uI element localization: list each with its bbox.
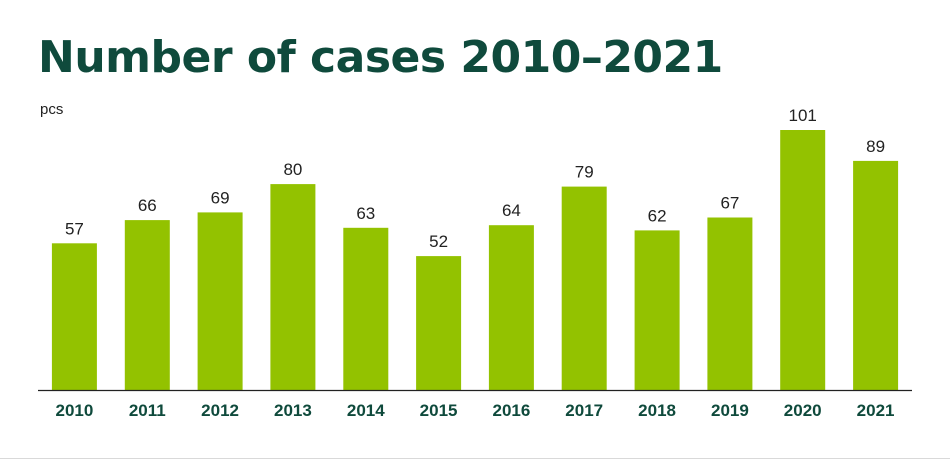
x-tick-label-2014: 2014 [347, 401, 385, 420]
value-label-2015: 52 [429, 232, 448, 251]
bar-2011 [124, 220, 170, 390]
value-label-2020: 101 [789, 106, 817, 125]
bar-2021 [853, 160, 899, 390]
x-tick-label-2010: 2010 [55, 401, 93, 420]
value-label-2021: 89 [866, 137, 885, 156]
chart-title: Number of cases 2010–2021 [38, 32, 723, 83]
value-label-2017: 79 [575, 163, 594, 182]
value-label-2012: 69 [211, 188, 230, 207]
x-tick-label-2018: 2018 [638, 401, 676, 420]
x-tick-label-2017: 2017 [565, 401, 603, 420]
value-label-2013: 80 [283, 160, 302, 179]
bar-2012 [197, 212, 243, 390]
bar-2010 [51, 243, 97, 390]
x-tick-label-2019: 2019 [711, 401, 749, 420]
bars-group [51, 130, 899, 390]
value-label-2018: 62 [648, 206, 667, 225]
bar-2020 [780, 130, 826, 390]
value-label-2011: 66 [138, 196, 157, 215]
x-tick-label-2016: 2016 [492, 401, 530, 420]
bar-2015 [416, 256, 462, 390]
x-tick-label-2020: 2020 [784, 401, 822, 420]
bar-2017 [561, 186, 607, 390]
y-unit-label: pcs [40, 101, 64, 118]
bar-2016 [488, 225, 534, 390]
x-tick-label-2013: 2013 [274, 401, 312, 420]
x-tick-label-2011: 2011 [129, 401, 166, 420]
bottom-divider [0, 458, 950, 459]
value-labels-group: 57 66 69 80 63 52 64 79 62 67 101 89 [65, 106, 885, 251]
x-tick-label-2012: 2012 [201, 401, 239, 420]
x-tick-labels-group: 2010 2011 2012 2013 2014 2015 2016 2017 2018 2019… [55, 401, 894, 420]
bar-2018 [634, 230, 680, 390]
x-tick-label-2015: 2015 [420, 401, 458, 420]
value-label-2019: 67 [720, 194, 739, 213]
value-label-2016: 64 [502, 201, 521, 220]
x-tick-label-2021: 2021 [857, 401, 895, 420]
bar-2014 [343, 227, 389, 390]
value-label-2014: 63 [356, 204, 375, 223]
bar-2019 [707, 217, 753, 390]
value-label-2010: 57 [65, 219, 84, 238]
bar-2013 [270, 184, 316, 390]
